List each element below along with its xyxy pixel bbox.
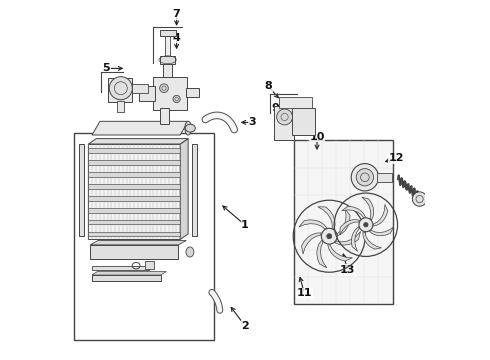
Circle shape (327, 234, 332, 239)
Bar (377, 173, 392, 181)
Polygon shape (317, 240, 327, 268)
Bar (294, 140, 392, 304)
Bar (139, 86, 155, 101)
Bar (117, 101, 124, 112)
Text: 11: 11 (296, 288, 312, 298)
Bar (160, 108, 170, 124)
Ellipse shape (185, 121, 192, 135)
Ellipse shape (185, 124, 196, 132)
Bar (186, 88, 199, 97)
Bar (88, 160, 180, 165)
Polygon shape (351, 227, 359, 251)
Text: 8: 8 (265, 81, 272, 91)
Bar (153, 77, 187, 110)
Circle shape (321, 228, 337, 244)
Text: 4: 4 (172, 33, 180, 43)
Text: 7: 7 (172, 9, 180, 19)
Polygon shape (363, 232, 382, 249)
Bar (79, 144, 84, 236)
Polygon shape (299, 220, 327, 229)
Bar (160, 56, 175, 64)
Polygon shape (369, 227, 393, 236)
Polygon shape (328, 245, 352, 261)
Bar (192, 144, 197, 236)
Polygon shape (373, 204, 388, 226)
Circle shape (356, 168, 373, 186)
Bar (292, 108, 315, 135)
Polygon shape (318, 207, 335, 229)
Text: 12: 12 (389, 153, 404, 163)
Circle shape (364, 222, 368, 227)
Bar (88, 196, 180, 201)
Text: 5: 5 (102, 63, 110, 73)
Polygon shape (362, 197, 374, 220)
Circle shape (173, 95, 180, 103)
Polygon shape (338, 209, 350, 236)
Bar (88, 232, 180, 237)
Text: 13: 13 (340, 265, 355, 275)
Circle shape (160, 84, 169, 93)
Bar (132, 84, 148, 93)
Bar (92, 275, 161, 281)
Circle shape (359, 218, 373, 232)
Text: 6: 6 (111, 87, 120, 97)
Bar (92, 266, 149, 270)
Bar (145, 261, 154, 269)
Text: 1: 1 (241, 220, 249, 230)
Bar (88, 144, 180, 239)
Bar (163, 64, 172, 77)
Bar (88, 148, 180, 153)
Ellipse shape (186, 247, 194, 257)
Text: 10: 10 (309, 132, 325, 142)
Text: 2: 2 (241, 321, 249, 331)
Circle shape (277, 109, 293, 125)
Bar (88, 208, 180, 212)
Bar (88, 220, 180, 225)
Bar (165, 34, 171, 56)
Bar (108, 78, 132, 102)
Polygon shape (335, 231, 361, 245)
Circle shape (413, 192, 427, 206)
Bar (279, 97, 312, 108)
Polygon shape (340, 220, 360, 235)
Polygon shape (92, 121, 188, 135)
Circle shape (351, 163, 379, 191)
Polygon shape (92, 271, 166, 275)
Polygon shape (180, 139, 188, 239)
Bar (74, 133, 215, 340)
Bar (88, 184, 180, 189)
Polygon shape (88, 139, 188, 144)
Text: 3: 3 (248, 117, 256, 127)
Bar (160, 30, 175, 36)
Polygon shape (90, 245, 178, 259)
Polygon shape (90, 240, 186, 245)
Bar (274, 106, 294, 140)
Bar (88, 172, 180, 177)
Polygon shape (342, 206, 366, 217)
Polygon shape (301, 233, 321, 254)
Text: 9: 9 (271, 103, 279, 113)
Circle shape (109, 77, 132, 100)
